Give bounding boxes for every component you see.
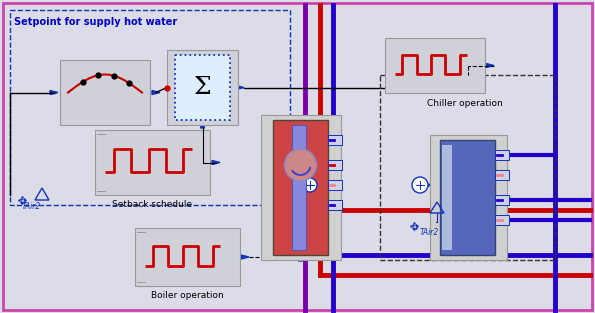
Polygon shape [318, 138, 326, 142]
Bar [10, 10, 290, 205]
Polygon shape [152, 90, 160, 95]
Bar [495, 215, 509, 225]
Polygon shape [50, 90, 58, 95]
Polygon shape [299, 183, 305, 187]
Bar [328, 200, 342, 210]
Polygon shape [169, 85, 177, 90]
Polygon shape [212, 161, 220, 165]
Polygon shape [486, 198, 492, 202]
Bar [292, 125, 306, 250]
Bar [495, 150, 509, 160]
Polygon shape [201, 120, 205, 128]
Text: Setpoint for supply hot water: Setpoint for supply hot water [14, 17, 177, 27]
Bar [135, 228, 240, 286]
Bar [328, 160, 342, 170]
Bar [328, 135, 342, 145]
Bar [430, 135, 507, 260]
Bar [95, 130, 210, 195]
Text: TAir2: TAir2 [22, 202, 41, 211]
Polygon shape [486, 173, 492, 177]
Bar [380, 75, 555, 260]
Circle shape [412, 177, 428, 193]
Polygon shape [241, 255, 249, 259]
Polygon shape [299, 253, 302, 261]
Polygon shape [263, 173, 271, 177]
Polygon shape [486, 153, 492, 156]
Bar [273, 120, 328, 255]
Polygon shape [486, 218, 492, 222]
Bar [175, 55, 230, 120]
Polygon shape [263, 198, 271, 202]
Bar [60, 60, 150, 125]
Text: Chiller operation: Chiller operation [427, 99, 503, 108]
Text: Σ: Σ [194, 76, 211, 99]
Polygon shape [318, 203, 326, 207]
Bar [440, 140, 495, 255]
Polygon shape [263, 148, 271, 152]
Text: TAir2: TAir2 [420, 228, 439, 237]
Bar [495, 195, 509, 205]
Circle shape [284, 149, 317, 181]
Bar [442, 145, 452, 250]
Bar [261, 115, 341, 260]
Polygon shape [318, 183, 326, 187]
Text: Setback schedule: Setback schedule [112, 200, 193, 209]
Polygon shape [424, 183, 432, 187]
Polygon shape [318, 163, 326, 167]
Polygon shape [486, 64, 494, 68]
Polygon shape [435, 220, 441, 223]
Bar [385, 38, 485, 93]
Polygon shape [236, 85, 244, 90]
Circle shape [303, 178, 317, 192]
Bar [167, 50, 238, 125]
Bar [328, 180, 342, 190]
Bar [495, 170, 509, 180]
Text: Boiler operation: Boiler operation [151, 291, 224, 300]
